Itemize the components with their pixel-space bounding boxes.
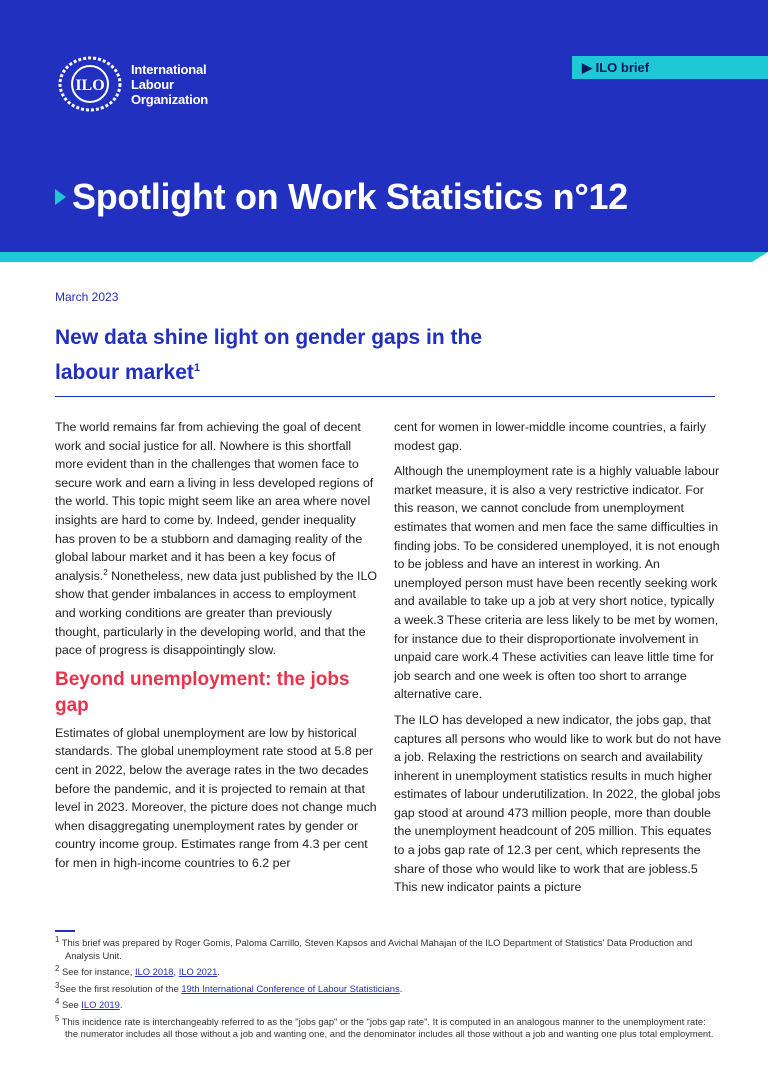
- brief-tag: ▶ ILO brief: [572, 56, 768, 79]
- svg-text:ILO: ILO: [75, 77, 104, 94]
- page-title-text: New data shine light on gender gaps in t…: [55, 326, 483, 384]
- paragraph: The world remains far from achieving the…: [55, 420, 377, 658]
- org-name-line: Labour: [131, 76, 174, 92]
- footnote-link[interactable]: ILO 2018: [134, 966, 174, 977]
- footnote: 2 See for instance, ILO 2018, ILO 2021.: [55, 963, 220, 977]
- divider: [55, 396, 715, 397]
- paragraph: The ILO has developed a new indicator, t…: [394, 712, 722, 895]
- org-name-line: Organization: [131, 91, 209, 107]
- footnote: 5 This incidence rate is interchangeably…: [55, 1013, 714, 1039]
- footnote-link[interactable]: 19th International Conference of Labour …: [181, 982, 400, 994]
- cover-header: [0, 0, 768, 252]
- footnote-link[interactable]: ILO 2019: [81, 999, 120, 1010]
- paragraph: Estimates of global unemployment are low…: [55, 725, 377, 870]
- footnote-divider: [55, 930, 75, 932]
- footnote: 4 See ILO 2019.: [55, 996, 123, 1010]
- publication-date: March 2023: [55, 290, 119, 304]
- ilo-emblem-icon: ILO: [58, 56, 122, 112]
- brief-tag-label: ILO brief: [595, 60, 650, 75]
- series-title-text: Spotlight on Work Statistics n°12: [72, 176, 628, 217]
- accent-stripe: [0, 252, 768, 262]
- footnote: 3See the first resolution of the 19th In…: [55, 980, 403, 994]
- footnote-ref[interactable]: 1: [193, 362, 201, 374]
- page-title: New data shine light on gender gaps in t…: [55, 323, 535, 388]
- paragraph: Although the unemployment rate is a high…: [394, 464, 720, 702]
- ilo-logo: ILO International Labour Organization: [57, 56, 208, 112]
- org-name-line: International: [131, 61, 207, 77]
- paragraph: cent for women in lower-middle income co…: [394, 420, 706, 453]
- section-heading: Beyond unemployment: the jobs gap: [55, 668, 350, 716]
- right-column: cent for women in lower-middle income co…: [394, 418, 722, 904]
- footnotes: 1 This brief was prepared by Roger Gomis…: [55, 934, 715, 1045]
- footnote-link[interactable]: ILO 2021: [178, 966, 218, 977]
- series-title: Spotlight on Work Statistics n°12: [55, 176, 628, 218]
- footnote: 1 This brief was prepared by Roger Gomis…: [55, 934, 693, 961]
- footnote-ref[interactable]: 2: [103, 567, 108, 577]
- left-column: The world remains far from achieving the…: [55, 418, 379, 879]
- triangle-icon: [55, 189, 66, 205]
